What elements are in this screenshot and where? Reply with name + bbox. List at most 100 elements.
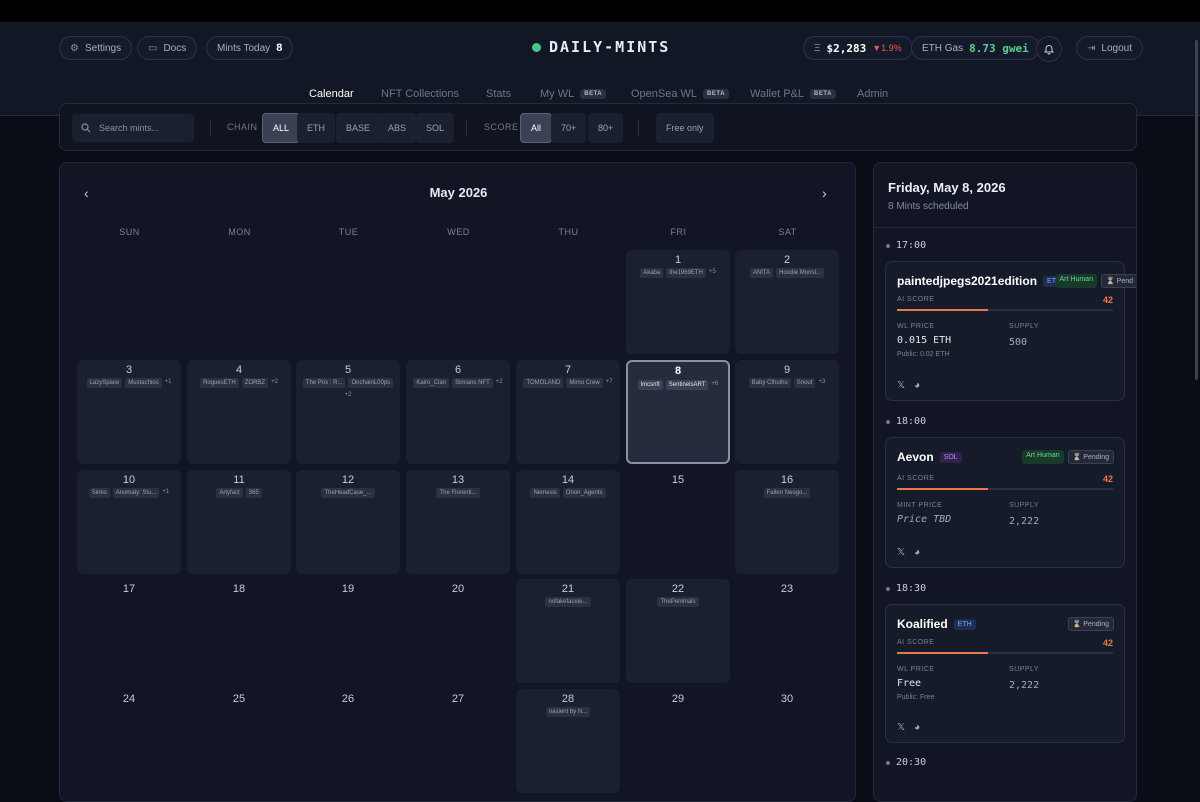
calendar-day[interactable]: 19: [296, 579, 400, 683]
mint-chip[interactable]: Akaba: [640, 268, 664, 278]
mint-chip[interactable]: nofakefacele...: [545, 597, 591, 607]
more-count[interactable]: +5: [708, 269, 716, 275]
mint-chip[interactable]: TheHeadCase_...: [321, 488, 375, 498]
tab-nft-collections[interactable]: NFT Collections: [381, 88, 460, 100]
mint-chip[interactable]: Kairo_Clan: [413, 378, 450, 388]
calendar-day[interactable]: 24: [77, 689, 181, 793]
score-70-button[interactable]: 70+: [551, 113, 587, 143]
mint-chip[interactable]: ANITA: [749, 268, 774, 278]
calendar-day[interactable]: 11 Artyfact 365: [187, 470, 291, 574]
calendar-day[interactable]: 30: [735, 689, 839, 793]
next-month-chevron-icon[interactable]: ›: [822, 185, 827, 201]
mint-chip[interactable]: Nemesis: [530, 488, 560, 498]
mint-chip[interactable]: SentinelsART: [665, 380, 709, 390]
settings-button[interactable]: ⚙ Settings: [59, 36, 133, 60]
calendar-day-selected[interactable]: 8 lmcsnft SentinelsART +6: [626, 360, 730, 464]
discord-icon[interactable]: ◕: [914, 380, 921, 391]
tab-opensea-wl[interactable]: OpenSea WL BETA: [631, 88, 729, 100]
more-count[interactable]: +6: [711, 381, 719, 387]
calendar-day[interactable]: 1 Akaba the1969ETH +5: [626, 250, 730, 354]
mint-chip[interactable]: Simians NFT: [452, 378, 493, 388]
mint-chip[interactable]: The Florenti...: [436, 488, 480, 498]
notifications-bell-icon[interactable]: [1036, 36, 1062, 62]
mint-chip[interactable]: 365: [245, 488, 262, 498]
mint-card[interactable]: Aevon SOL Art Human ⌛ Pending AI SCORE 42 MINT…: [885, 437, 1125, 568]
discord-icon[interactable]: ◕: [914, 547, 921, 558]
more-count[interactable]: +7: [605, 379, 613, 385]
calendar-day[interactable]: 10 Sinko Anomaly: Stu... +1: [77, 470, 181, 574]
calendar-day[interactable]: 15: [626, 470, 730, 574]
tab-wallet-pnl[interactable]: Wallet P&L BETA: [750, 88, 836, 100]
chain-abs-button[interactable]: ABS: [378, 113, 417, 143]
mint-chip[interactable]: LazySpace: [86, 378, 123, 388]
mint-chip[interactable]: Mustachios: [125, 378, 162, 388]
calendar-day[interactable]: 2 ANITA Hoodie Monst...: [735, 250, 839, 354]
mint-chip[interactable]: nasient by N...: [545, 707, 591, 717]
calendar-day[interactable]: 27: [406, 689, 510, 793]
calendar-day[interactable]: 14 Nemesis Orion_Agents: [516, 470, 620, 574]
mint-chip[interactable]: Orion_Agents: [562, 488, 606, 498]
calendar-day[interactable]: 29: [626, 689, 730, 793]
mint-chip[interactable]: TOMOLAND: [523, 378, 564, 388]
mint-chip[interactable]: Artyfact: [216, 488, 243, 498]
calendar-day[interactable]: 26: [296, 689, 400, 793]
logo[interactable]: DAILY-MINTS: [532, 38, 670, 56]
calendar-day[interactable]: 6 Kairo_Clan Simians NFT +2: [406, 360, 510, 464]
more-count[interactable]: +2: [344, 392, 352, 398]
x-twitter-icon[interactable]: 𝕏: [897, 547, 906, 558]
calendar-day[interactable]: 5 The Prix : R... OnchainL00ps +2: [296, 360, 400, 464]
chain-base-button[interactable]: BASE: [336, 113, 381, 143]
calendar-day[interactable]: 16 Fallen Neogo...: [735, 470, 839, 574]
chain-all-button[interactable]: ALL: [262, 113, 301, 143]
free-only-toggle[interactable]: Free only: [656, 113, 714, 143]
logout-button[interactable]: ⇥ Logout: [1076, 36, 1143, 60]
mint-chip[interactable]: Snout: [793, 378, 816, 388]
scrollbar[interactable]: [1195, 40, 1198, 380]
calendar-day[interactable]: 12 TheHeadCase_...: [296, 470, 400, 574]
calendar-day[interactable]: 25: [187, 689, 291, 793]
tab-calendar[interactable]: Calendar: [309, 88, 354, 107]
calendar-day[interactable]: 18: [187, 579, 291, 683]
more-count[interactable]: +1: [164, 379, 172, 385]
more-count[interactable]: +1: [162, 489, 170, 495]
chain-eth-button[interactable]: ETH: [297, 113, 335, 143]
mint-chip[interactable]: ZORBZ: [241, 378, 269, 388]
tab-admin[interactable]: Admin: [857, 88, 889, 100]
mint-chip[interactable]: Anomaly: Stu...: [112, 488, 160, 498]
discord-icon[interactable]: ◕: [914, 722, 921, 733]
more-count[interactable]: +2: [271, 379, 278, 385]
calendar-day[interactable]: 9 Baby Cthulhu Snout +3: [735, 360, 839, 464]
calendar-day[interactable]: 21 nofakefacele...: [516, 579, 620, 683]
calendar-day[interactable]: 20: [406, 579, 510, 683]
calendar-day[interactable]: 4 RoguesETH ZORBZ +2: [187, 360, 291, 464]
docs-button[interactable]: ▭ Docs: [137, 36, 198, 60]
calendar-day[interactable]: 17: [77, 579, 181, 683]
calendar-day[interactable]: 13 The Florenti...: [406, 470, 510, 574]
score-all-button[interactable]: All: [520, 113, 553, 143]
mint-card[interactable]: paintedjpegs2021edition ETH Art Human ⌛ Pen…: [885, 261, 1136, 401]
score-80-button[interactable]: 80+: [588, 113, 624, 143]
mint-chip[interactable]: lmcsnft: [637, 380, 663, 390]
calendar-day[interactable]: 23: [735, 579, 839, 683]
mint-chip[interactable]: OnchainL00ps: [348, 378, 394, 388]
calendar-day[interactable]: 22 ThePenimals: [626, 579, 730, 683]
mint-chip[interactable]: The Prix : R...: [302, 378, 346, 388]
tab-stats[interactable]: Stats: [486, 88, 512, 100]
chain-sol-button[interactable]: SOL: [416, 113, 455, 143]
calendar-day[interactable]: 7 TOMOLAND Mimo Crew +7: [516, 360, 620, 464]
x-twitter-icon[interactable]: 𝕏: [897, 380, 906, 391]
mint-chip[interactable]: the1969ETH: [666, 268, 706, 278]
more-count[interactable]: +3: [818, 379, 826, 385]
mint-chip[interactable]: Mimo Crew: [566, 378, 603, 388]
tab-my-wl[interactable]: My WL BETA: [540, 88, 607, 100]
mint-card[interactable]: Koalified ETH ⌛ Pending AI SCORE 42 WL PRICE S…: [885, 604, 1125, 743]
mint-chip[interactable]: Sinko: [88, 488, 110, 498]
mint-chip[interactable]: ThePenimals: [657, 597, 699, 607]
x-twitter-icon[interactable]: 𝕏: [897, 722, 906, 733]
prev-month-chevron-icon[interactable]: ‹: [84, 185, 89, 201]
search-input[interactable]: Search mints...: [72, 114, 194, 142]
mint-chip[interactable]: Baby Cthulhu: [748, 378, 791, 388]
calendar-day[interactable]: 28 nasient by N...: [516, 689, 620, 793]
mint-chip[interactable]: Hoodie Monst...: [776, 268, 825, 278]
mint-chip[interactable]: RoguesETH: [200, 378, 239, 388]
